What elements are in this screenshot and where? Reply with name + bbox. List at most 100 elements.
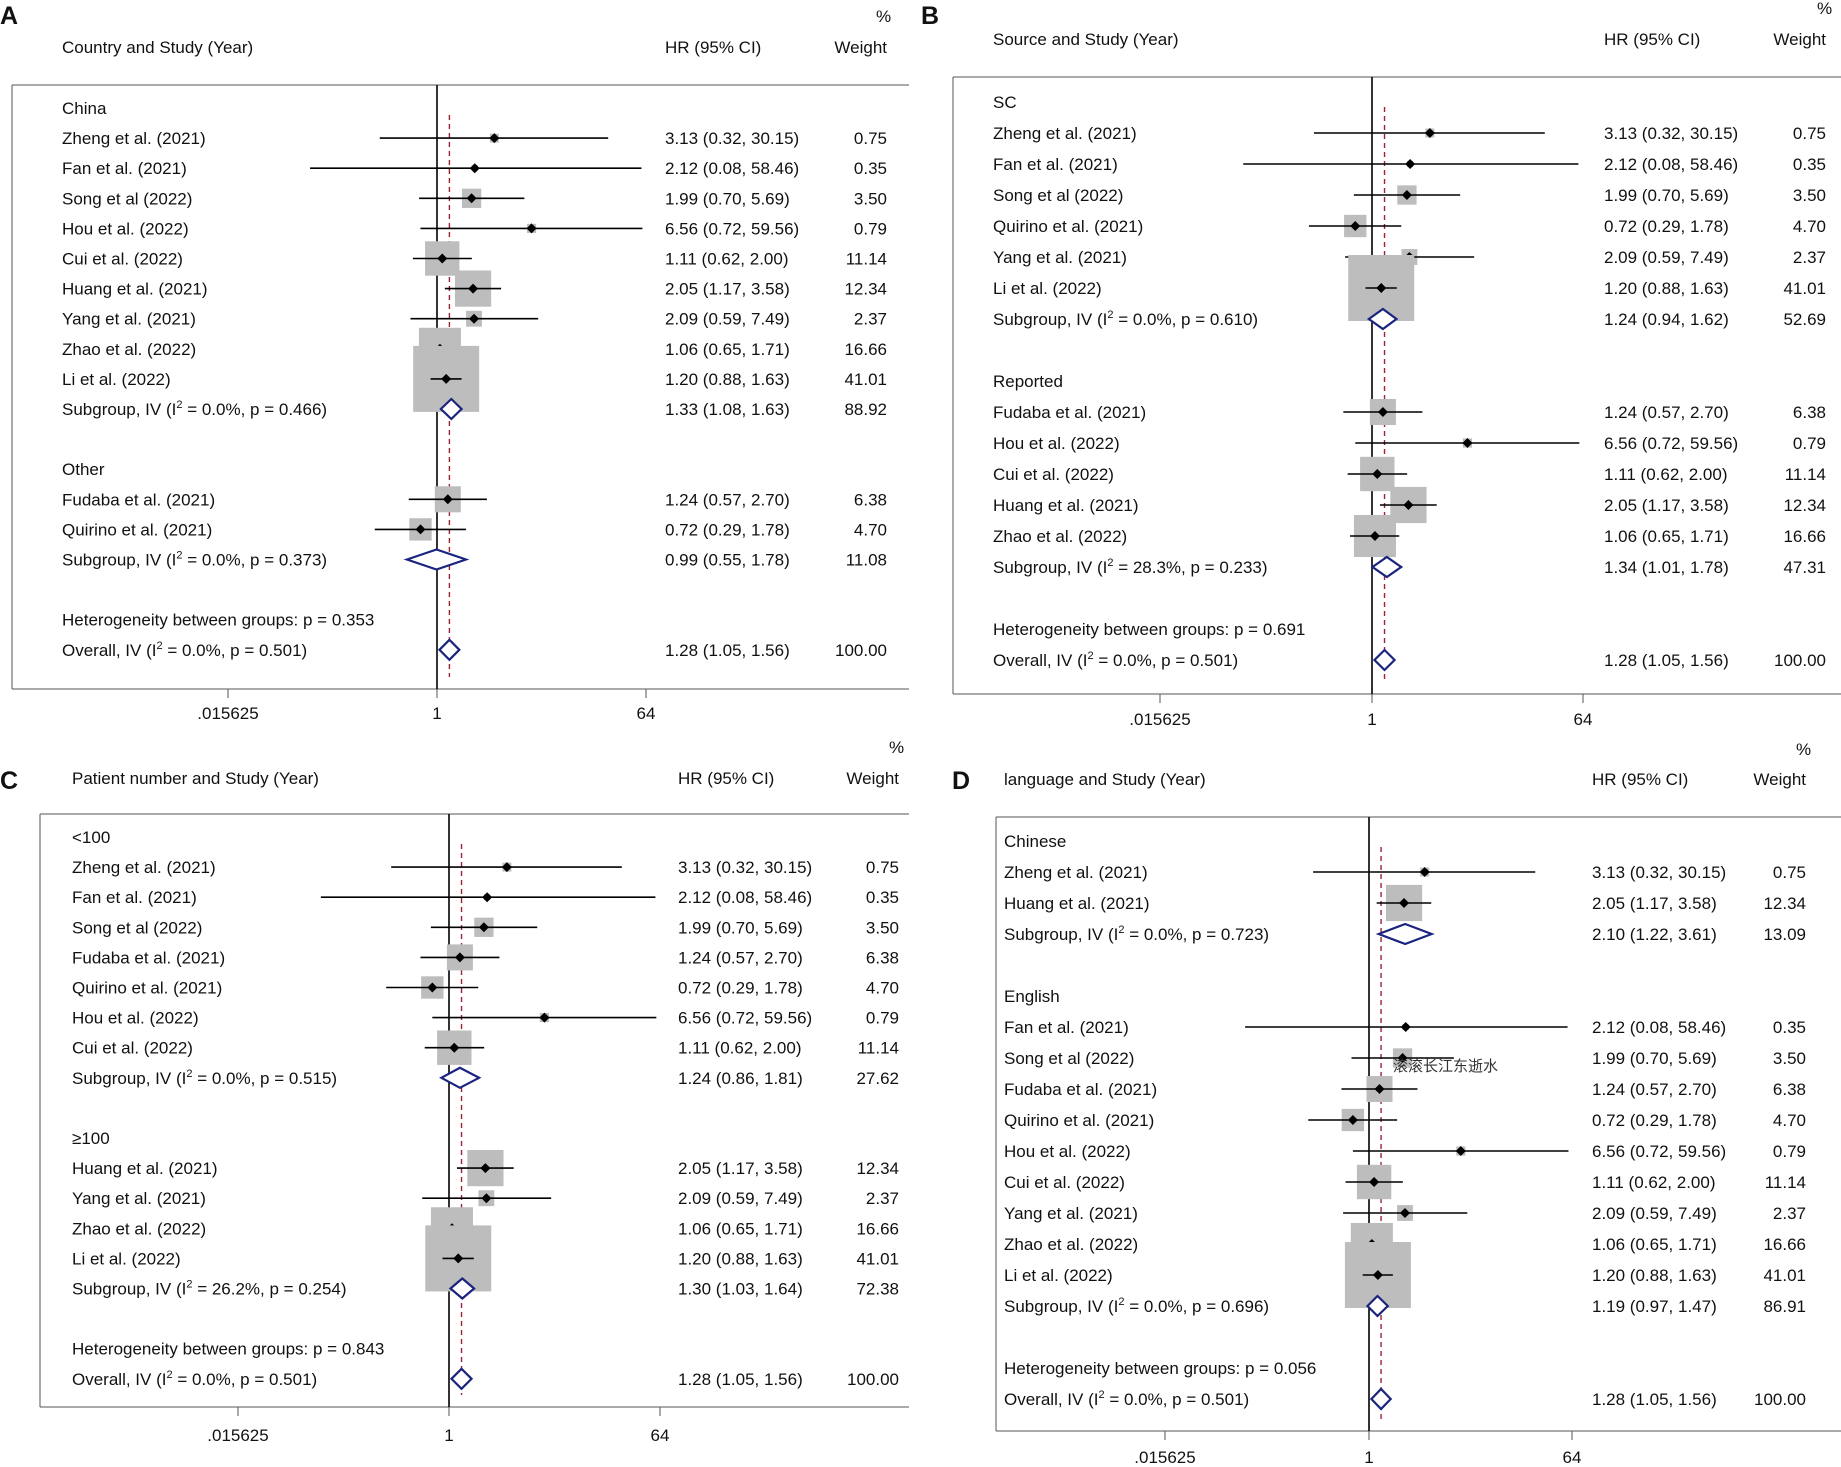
study-point-estimate (469, 313, 480, 324)
hr-ci-value: 1.99 (0.70, 5.69) (1604, 186, 1729, 205)
study-column-header: Source and Study (Year) (993, 30, 1179, 49)
subgroup-label-text: Overall, IV (I (1004, 1390, 1098, 1409)
ci-column-header: HR (95% CI) (665, 38, 761, 57)
study-label: Cui et al. (2022) (1004, 1173, 1125, 1192)
weight-value: 0.79 (866, 1009, 899, 1028)
heterogeneity-stat: = 28.3%, p = 0.233) (1113, 558, 1267, 577)
study-point-estimate (1424, 128, 1435, 138)
hr-ci-value: 1.20 (0.88, 1.63) (665, 370, 790, 389)
weight-value: 0.35 (854, 159, 887, 178)
subgroup-label: Subgroup, IV (I2 = 0.0%, p = 0.610) (993, 309, 1258, 329)
weight-value: 0.75 (1773, 863, 1806, 882)
study-label: Fudaba et al. (2021) (72, 948, 225, 967)
study-label: Zheng et al. (2021) (72, 858, 216, 877)
study-label: Cui et al. (2022) (993, 465, 1114, 484)
heterogeneity-label: Heterogeneity between groups: p = 0.056 (1004, 1359, 1316, 1378)
weight-value: 47.31 (1783, 558, 1826, 577)
weight-value: 3.50 (1793, 186, 1826, 205)
hr-ci-value: 2.12 (0.08, 58.46) (678, 888, 812, 907)
study-point-estimate (480, 1163, 491, 1174)
heterogeneity-stat: = 0.0%, p = 0.515) (192, 1069, 337, 1088)
hr-ci-value: 3.13 (0.32, 30.15) (678, 858, 812, 877)
i-squared-superscript: 2 (166, 1369, 172, 1381)
x-tick-label: .015625 (197, 704, 258, 723)
x-tick-label: 1 (432, 704, 441, 723)
study-point-estimate (468, 283, 479, 294)
subgroup-diamond (1366, 307, 1399, 331)
study-label: Quirino et al. (2021) (72, 979, 222, 998)
weight-column-header: Weight (1773, 30, 1826, 49)
hr-ci-value: 1.34 (1.01, 1.78) (1604, 558, 1729, 577)
hr-ci-value: 2.05 (1.17, 3.58) (665, 280, 790, 299)
weight-value: 0.35 (1773, 1018, 1806, 1037)
weight-value: 0.75 (1793, 124, 1826, 143)
hr-ci-value: 2.09 (0.59, 7.49) (1592, 1204, 1717, 1223)
subgroup-diamond (1375, 922, 1435, 946)
weight-value: 4.70 (866, 979, 899, 998)
hr-ci-value: 2.12 (0.08, 58.46) (665, 159, 799, 178)
x-tick-label: .015625 (1134, 1448, 1195, 1467)
study-label: Li et al. (2022) (993, 279, 1102, 298)
i-squared-superscript: 2 (186, 1068, 192, 1080)
weight-percent-header: % (889, 738, 904, 757)
weight-value: 3.50 (1773, 1049, 1806, 1068)
weight-value: 12.34 (856, 1159, 899, 1178)
weight-value: 88.92 (844, 400, 887, 419)
group-heading: ≥100 (72, 1129, 110, 1148)
weight-value: 4.70 (854, 520, 887, 539)
weight-value: 16.66 (844, 340, 887, 359)
heterogeneity-stat: = 0.0%, p = 0.696) (1124, 1297, 1269, 1316)
weight-value: 100.00 (1774, 651, 1826, 670)
hr-ci-value: 1.19 (0.97, 1.47) (1592, 1297, 1717, 1316)
study-point-estimate (453, 1253, 464, 1264)
subgroup-label: Subgroup, IV (I2 = 0.0%, p = 0.373) (62, 550, 327, 570)
hr-ci-value: 1.28 (1.05, 1.56) (1604, 651, 1729, 670)
hr-ci-value: 0.72 (0.29, 1.78) (678, 979, 803, 998)
subgroup-label-text: Subgroup, IV (I (72, 1280, 186, 1299)
subgroup-label-text: Subgroup, IV (I (1004, 925, 1118, 944)
watermark-text: 滚滚长江东逝水 (1393, 1057, 1498, 1075)
study-label: Yang et al. (2021) (62, 310, 196, 329)
hr-ci-value: 2.09 (0.59, 7.49) (665, 310, 790, 329)
weight-value: 100.00 (847, 1370, 899, 1389)
weight-value: 12.34 (844, 280, 887, 299)
weight-column-header: Weight (846, 769, 899, 788)
study-point-estimate (1399, 1208, 1410, 1218)
weight-value: 12.34 (1783, 496, 1826, 515)
hr-ci-value: 6.56 (0.72, 59.56) (665, 219, 799, 238)
weight-value: 0.79 (854, 219, 887, 238)
i-squared-superscript: 2 (1098, 1389, 1104, 1401)
i-squared-superscript: 2 (176, 399, 182, 411)
i-squared-superscript: 2 (176, 550, 182, 562)
hr-ci-value: 3.13 (0.32, 30.15) (1604, 124, 1738, 143)
weight-percent-header: % (1796, 740, 1811, 759)
weight-value: 13.09 (1763, 925, 1806, 944)
study-label: Huang et al. (2021) (62, 280, 208, 299)
weight-value: 6.38 (1773, 1080, 1806, 1099)
study-point-estimate (481, 1193, 492, 1204)
hr-ci-value: 1.33 (1.08, 1.63) (665, 400, 790, 419)
x-tick-label: 1 (1367, 710, 1376, 729)
study-label: Zhao et al. (2022) (62, 340, 196, 359)
study-label: Huang et al. (2021) (1004, 894, 1150, 913)
group-heading: Chinese (1004, 832, 1066, 851)
study-label: Song et al (2022) (62, 189, 192, 208)
subgroup-label: Subgroup, IV (I2 = 0.0%, p = 0.696) (1004, 1296, 1269, 1316)
study-point-estimate (1347, 1115, 1358, 1125)
study-label: Zhao et al. (2022) (1004, 1235, 1138, 1254)
study-point-estimate (427, 982, 438, 993)
weight-value: 3.50 (854, 189, 887, 208)
study-label: Zheng et al. (2021) (1004, 863, 1148, 882)
study-point-estimate (526, 223, 537, 234)
forest-panel-b: B Source and Study (Year) HR (95% CI)% Weig… (921, 0, 1841, 729)
hr-ci-value: 1.28 (1.05, 1.56) (678, 1370, 803, 1389)
hr-ci-value: 1.11 (0.62, 2.00) (1604, 465, 1728, 484)
subgroup-label-text: Subgroup, IV (I (993, 558, 1107, 577)
study-label: Cui et al. (2022) (62, 250, 183, 269)
study-label: Li et al. (2022) (72, 1249, 181, 1268)
weight-value: 41.01 (1783, 279, 1826, 298)
subgroup-diamond (1370, 555, 1404, 579)
x-tick-label: .015625 (1129, 710, 1190, 729)
weight-value: 16.66 (856, 1219, 899, 1238)
